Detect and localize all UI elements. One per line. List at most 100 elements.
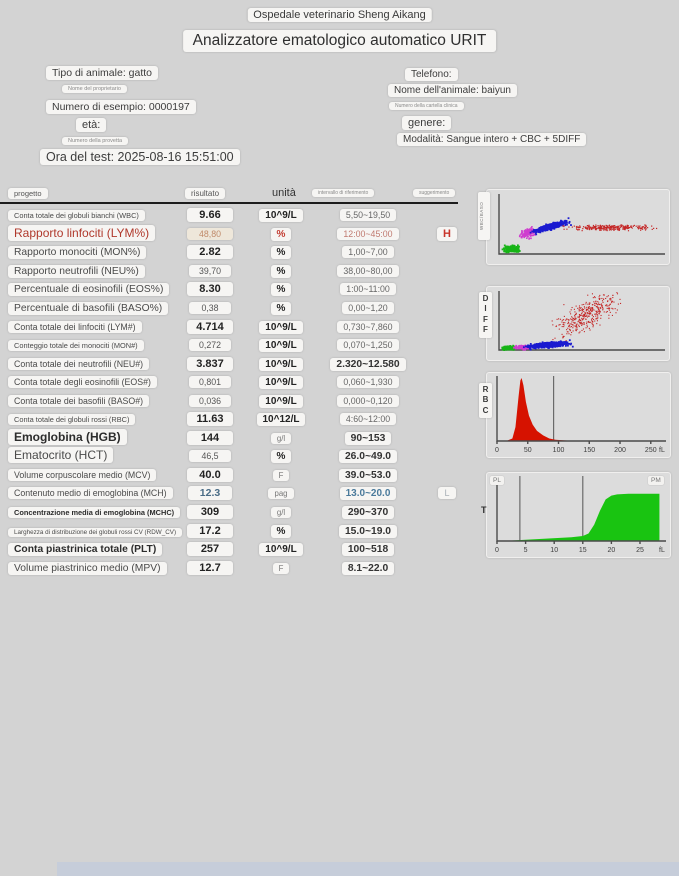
row-unit: % <box>270 264 292 278</box>
rbc-chart-label: R B C <box>479 383 492 419</box>
row-unit: 10^9/L <box>259 339 303 353</box>
table-row: Conteggio totale dei monociti (MON#) 0,2… <box>0 335 470 354</box>
row-result: 9.66 <box>187 208 233 223</box>
table-row: Percentuale di eosinofili (EOS%) 8.30 % … <box>0 279 470 298</box>
mode-field: Modalità: Sangue intero + CBC + 5DIFF <box>397 133 587 146</box>
plt-pm-label: PM <box>648 476 664 485</box>
row-label: Larghezza di distribuzione dei globuli r… <box>8 527 183 537</box>
row-label: Rapporto linfociti (LYM%) <box>8 224 156 241</box>
row-result: 48,80 <box>187 227 233 240</box>
row-label: Conta totale dei linfociti (LYM#) <box>8 320 142 333</box>
row-label: Conteggio totale dei monociti (MON#) <box>8 340 144 352</box>
row-unit: 10^9/L <box>259 320 303 334</box>
row-range: 0,060~1,930 <box>337 376 399 389</box>
row-unit: % <box>270 227 292 241</box>
row-range: 90~153 <box>344 431 392 445</box>
row-result: 0,801 <box>189 376 231 389</box>
row-result: 12.7 <box>187 560 233 575</box>
row-label: Ematocrito (HCT) <box>8 447 114 464</box>
row-unit: % <box>270 246 292 260</box>
row-range: 1,00~7,00 <box>342 246 394 259</box>
row-range: 4:60~12:00 <box>339 413 397 426</box>
row-unit: % <box>270 283 292 297</box>
row-range: 13.0~20.0 <box>339 487 397 501</box>
row-range: 0,070~1,250 <box>337 339 399 352</box>
row-range: 100~518 <box>341 543 395 557</box>
table-row: Volume corpuscolare medio (MCV) 40.0 F 3… <box>0 465 470 484</box>
row-unit: F <box>272 469 290 481</box>
column-header-suggestion: suggerimento <box>413 189 456 197</box>
table-row: Larghezza di distribuzione dei globuli r… <box>0 520 470 539</box>
row-flag <box>441 290 453 292</box>
owner-name-label: Nome del proprietario <box>62 85 127 93</box>
row-result: 12.3 <box>188 486 232 501</box>
row-flag: H <box>437 226 457 241</box>
table-row: Ematocrito (HCT) 46,5 % 26.0~49.0 <box>0 446 470 465</box>
test-time-field: Ora del test: 2025-08-16 15:51:00 <box>40 149 240 165</box>
row-range: 38,00~80,00 <box>337 264 399 277</box>
table-row: Conta totale dei basofili (BASO#) 0,036 … <box>0 390 470 409</box>
row-label: Rapporto monociti (MON%) <box>8 246 147 260</box>
row-unit: g/l <box>270 432 292 444</box>
row-result: 40.0 <box>187 467 233 482</box>
row-flag <box>441 532 453 534</box>
row-label: Contenuto medio di emoglobina (MCH) <box>8 487 173 500</box>
row-flag: L <box>438 487 456 500</box>
row-unit: 10^9/L <box>259 357 303 371</box>
row-result: 309 <box>187 505 233 520</box>
plt-pl-label: PL <box>490 476 504 485</box>
row-label: Conta totale degli eosinofili (EOS#) <box>8 376 157 389</box>
row-range: 0,730~7,860 <box>337 320 399 333</box>
tube-number-label: Numero della provetta <box>62 137 129 145</box>
plt-histogram-panel <box>486 472 671 558</box>
row-flag <box>441 309 453 311</box>
bottom-scrollbar[interactable] <box>57 862 679 876</box>
age-field: età: <box>76 118 107 132</box>
row-label: Volume piastrinico medio (MPV) <box>8 561 167 575</box>
row-range: 0,000~0,120 <box>337 394 399 407</box>
table-row: Contenuto medio di emoglobina (MCH) 12.3… <box>0 483 470 502</box>
table-row: Conta totale dei neutrofili (NEU#) 3.837… <box>0 353 470 372</box>
row-unit: % <box>270 524 292 538</box>
wbc-chart-label: WBC/BASO <box>478 192 490 240</box>
rbc-histogram-panel <box>486 372 671 458</box>
table-row: Concentrazione media di emoglobina (MCHC… <box>0 502 470 521</box>
row-result: 3.837 <box>187 356 233 371</box>
phone-field: Telefono: <box>405 68 458 81</box>
gender-field: genere: <box>402 116 452 130</box>
row-result: 0,38 <box>189 302 231 314</box>
row-unit: F <box>272 562 290 574</box>
column-header-project: progetto <box>8 188 48 199</box>
row-range: 290~370 <box>341 506 395 520</box>
table-row: Conta totale dei linfociti (LYM#) 4.714 … <box>0 316 470 335</box>
row-label: Conta totale dei basofili (BASO#) <box>8 394 150 407</box>
page-title: Analizzatore ematologico automatico URIT <box>182 30 497 52</box>
row-range: 26.0~49.0 <box>338 450 398 464</box>
table-row: Conta totale degli eosinofili (EOS#) 0,8… <box>0 372 470 391</box>
hospital-name: Ospedale veterinario Sheng Aikang <box>247 8 432 22</box>
row-result: 144 <box>187 430 233 445</box>
row-result: 0,036 <box>189 394 231 407</box>
table-row: Rapporto linfociti (LYM%) 48,80 % 12:00~… <box>0 224 470 243</box>
wbc-scatter-canvas <box>487 190 667 262</box>
row-range: 2.320~12.580 <box>330 357 406 371</box>
row-unit: 10^12/L <box>256 413 306 427</box>
table-row: Emoglobina (HGB) 144 g/l 90~153 <box>0 428 470 447</box>
row-range: 12:00~45:00 <box>337 227 399 240</box>
row-range: 5,50~19,50 <box>339 209 397 222</box>
row-label: Volume corpuscolare medio (MCV) <box>8 468 157 481</box>
row-flag <box>441 365 453 367</box>
row-flag <box>441 420 453 422</box>
column-header-range: intervallo di riferimento <box>312 189 375 197</box>
table-row: Volume piastrinico medio (MPV) 12.7 F 8.… <box>0 557 470 576</box>
row-label: Conta totale dei neutrofili (NEU#) <box>8 357 150 370</box>
diff-scatter-canvas <box>487 287 667 358</box>
row-result: 17.2 <box>187 523 233 538</box>
row-flag <box>441 550 453 552</box>
row-result: 46,5 <box>189 450 231 463</box>
row-flag <box>441 216 453 218</box>
table-header-divider <box>0 202 458 204</box>
row-range: 1:00~11:00 <box>340 283 396 296</box>
row-unit: % <box>270 302 292 315</box>
row-result: 257 <box>187 542 233 557</box>
